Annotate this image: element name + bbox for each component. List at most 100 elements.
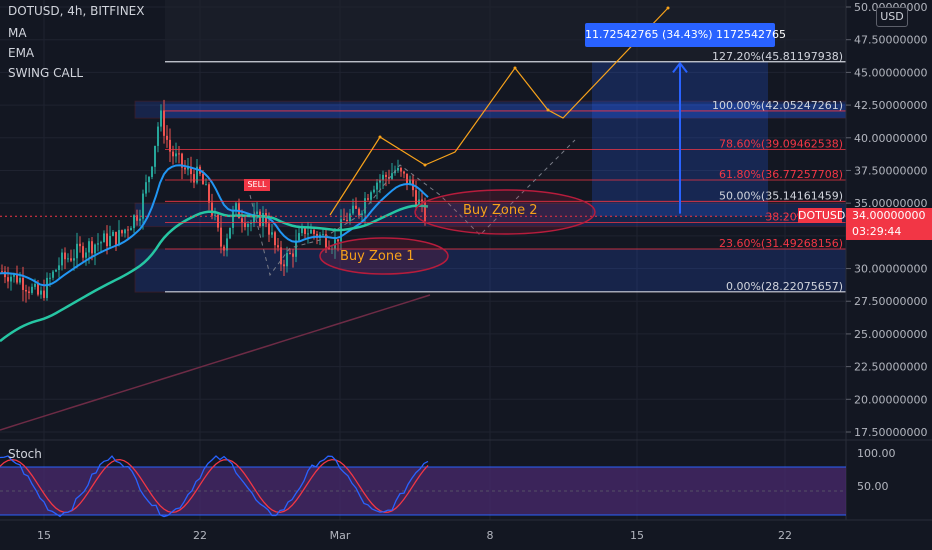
candle-body <box>409 179 411 185</box>
candle-body <box>142 193 144 219</box>
candle-body <box>274 232 276 246</box>
candle-body <box>253 213 255 223</box>
candle-body <box>205 184 207 186</box>
candle-body <box>208 184 210 203</box>
fib-label: 0.00%(28.22075657) <box>726 280 843 293</box>
candle-body <box>283 264 285 267</box>
symbol-price-tag: DOTUSD <box>798 208 846 223</box>
candle-body <box>133 215 135 229</box>
candle-body <box>43 290 45 298</box>
candle-body <box>403 171 405 174</box>
drawings <box>249 6 688 277</box>
candle-body <box>397 167 399 171</box>
indicator-stoch[interactable]: Stoch <box>8 447 42 461</box>
candle-body <box>415 190 417 206</box>
projection-node <box>423 163 427 167</box>
long-ma-line <box>0 294 431 431</box>
candle-body <box>7 277 9 282</box>
candle-body <box>130 228 132 231</box>
candle-body <box>190 167 192 175</box>
stoch-pane: 100.00 50.00 <box>0 439 932 518</box>
time-tick-label: 8 <box>487 529 494 542</box>
candle-body <box>172 151 174 157</box>
candle-body <box>58 265 60 270</box>
candle-body <box>301 227 303 234</box>
candle-body <box>178 153 180 155</box>
candle-body <box>400 167 402 172</box>
candle-body <box>304 227 306 234</box>
candle-body <box>226 238 228 251</box>
candle-body <box>22 277 24 290</box>
candle-body <box>343 219 345 221</box>
candle-body <box>391 173 393 179</box>
indicator-ema[interactable]: EMA <box>8 46 35 60</box>
candle-body <box>118 230 120 245</box>
candle-body <box>328 247 330 249</box>
candle-body <box>376 182 378 190</box>
price-tick-label: 37.50000000 <box>854 164 927 177</box>
price-tick-label: 22.50000000 <box>854 361 927 374</box>
candle-body <box>223 246 225 251</box>
candle-body <box>346 219 348 222</box>
measure-arrow-head <box>672 61 688 73</box>
price-axis-bg <box>846 0 932 550</box>
indicator-swing-call[interactable]: SWING CALL <box>8 66 84 80</box>
candle-body <box>259 211 261 226</box>
buy-zone-2-label: Buy Zone 2 <box>463 203 537 218</box>
candle-body <box>61 252 63 266</box>
candle-body <box>364 198 366 214</box>
fib-label: 100.00%(42.05247261) <box>712 99 843 112</box>
grid <box>0 0 846 520</box>
candle-body <box>76 243 78 259</box>
price-tick-label: 45.00000000 <box>854 66 927 79</box>
time-tick-label: Mar <box>330 529 351 542</box>
candle-body <box>361 213 363 215</box>
candle-body <box>382 174 384 181</box>
candle-body <box>217 214 219 228</box>
candle-body <box>325 234 327 248</box>
fib-label: 23.60%(31.49268156) <box>719 237 843 250</box>
candle-body <box>64 252 66 260</box>
candle-body <box>28 291 30 293</box>
candle-body <box>355 205 357 209</box>
projection-node <box>378 135 382 139</box>
price-tick-label: 17.50000000 <box>854 426 927 439</box>
fib-label: 50.00%(35.14161459) <box>719 189 843 202</box>
candle-body <box>277 245 279 248</box>
buy-zone-2-ellipse <box>414 189 596 235</box>
candle-body <box>289 252 291 254</box>
candle-body <box>109 235 111 247</box>
currency-button[interactable]: USD <box>876 7 908 27</box>
zone-labels: Buy Zone 2 Buy Zone 1 <box>340 203 537 264</box>
candle-body <box>112 231 114 236</box>
stoch-tick-label: 50.00 <box>857 480 889 493</box>
candle-body <box>271 232 273 235</box>
candle-body <box>31 286 33 293</box>
candle-body <box>196 166 198 183</box>
candle-body <box>310 229 312 234</box>
ma-series <box>0 164 429 287</box>
price-tick-label: 20.00000000 <box>854 393 927 406</box>
candle-body <box>280 247 282 265</box>
sell-badge: SELL <box>244 179 270 191</box>
candle-body <box>307 233 309 235</box>
candle-body <box>40 290 42 295</box>
candle-body <box>421 199 423 202</box>
indicator-ma[interactable]: MA <box>8 26 27 40</box>
candle-body <box>154 145 156 167</box>
candle-body <box>52 271 54 278</box>
candle-body <box>241 218 243 223</box>
candle-body <box>19 277 21 283</box>
candle-body <box>97 243 99 245</box>
candle-body <box>262 213 264 226</box>
price-axis: 50.0000000047.5000000045.0000000042.5000… <box>845 0 932 550</box>
price-tick-label: 47.50000000 <box>854 34 927 47</box>
candle-body <box>187 167 189 170</box>
alt-path <box>249 139 576 277</box>
candle-body <box>244 222 246 228</box>
candle-body <box>163 110 165 136</box>
fib-label: 61.80%(36.77257708) <box>719 168 843 181</box>
candle-body <box>166 135 168 140</box>
projection-node <box>666 6 670 10</box>
